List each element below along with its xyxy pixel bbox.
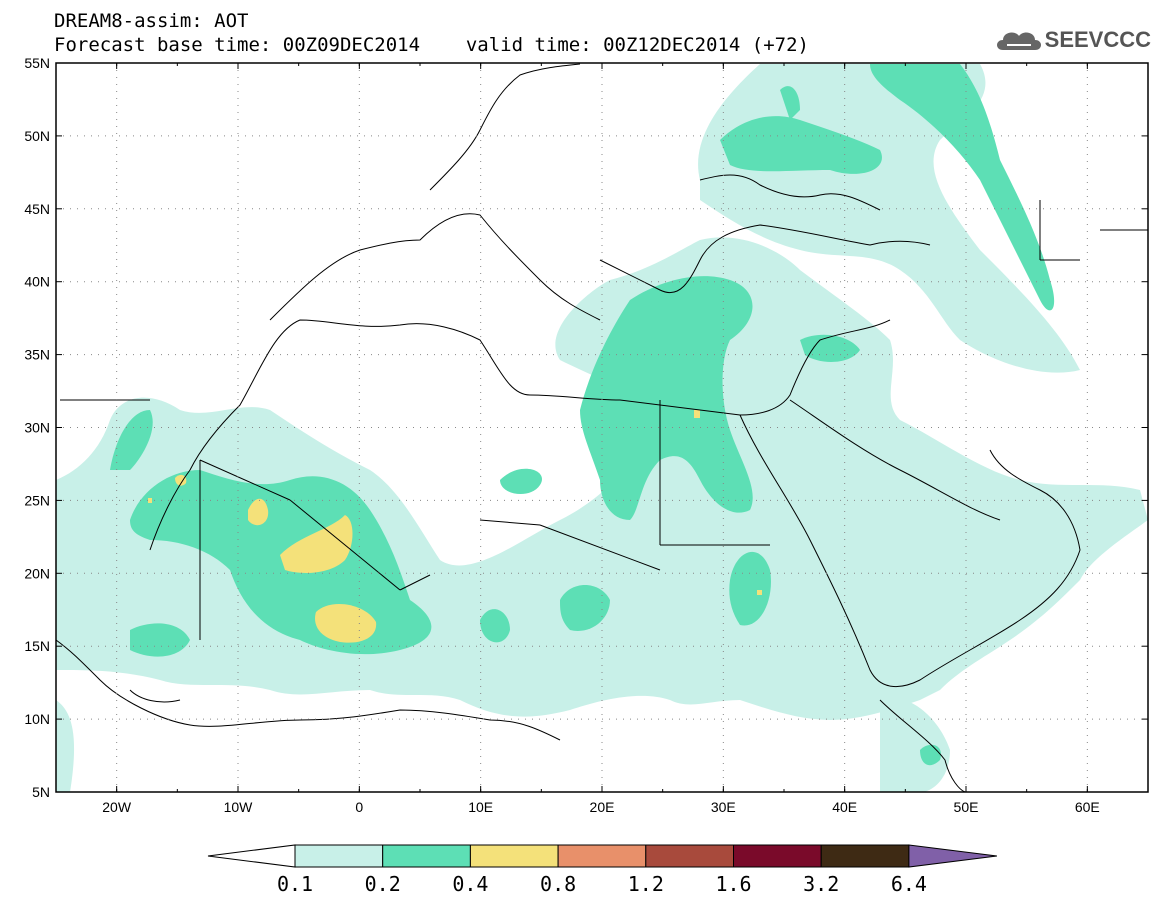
colorbar-box <box>469 844 559 868</box>
lon-label: 10W <box>224 799 254 815</box>
valid-time: valid time: 00Z12DEC2014 (+72) <box>465 34 809 56</box>
lon-label: 60E <box>1075 799 1100 815</box>
lat-label: 45N <box>24 201 50 217</box>
colorbar-box <box>820 844 910 868</box>
cloud-icon <box>996 32 1041 50</box>
lat-label: 40N <box>24 274 50 290</box>
lon-label: 10E <box>468 799 493 815</box>
lon-label: 0 <box>355 799 363 815</box>
colorbar-level-label: 0.8 <box>540 872 577 896</box>
lat-labels: 55N 50N 45N 40N 35N 30N 25N 20N 15N 10N 5N <box>24 55 50 800</box>
time-info: Forecast base time: 00Z09DEC2014 valid t… <box>54 34 809 56</box>
lat-label: 20N <box>24 565 50 581</box>
lat-label: 35N <box>24 347 50 363</box>
colorbar-level-label: 6.4 <box>890 872 927 896</box>
colorbar-box <box>382 844 471 868</box>
chart-title: DREAM8-assim: AOT <box>54 10 249 32</box>
lat-label: 15N <box>24 638 50 654</box>
colorbar-level-label: 0.4 <box>452 872 489 896</box>
lat-label: 25N <box>24 492 50 508</box>
aot-field <box>56 64 1148 792</box>
base-time: Forecast base time: 00Z09DEC2014 <box>54 34 421 56</box>
colorbar <box>207 844 997 868</box>
colorbar-under-arrow <box>207 844 296 868</box>
lon-label: 30E <box>711 799 736 815</box>
lat-label: 50N <box>24 128 50 144</box>
lat-label: 55N <box>24 55 50 71</box>
lon-label: 40E <box>832 799 857 815</box>
lat-label: 30N <box>24 420 50 436</box>
logo-text: SEEVCCC <box>1044 27 1151 52</box>
colorbar-box <box>645 844 734 868</box>
lat-label: 10N <box>24 711 50 727</box>
colorbar-level-label: 3.2 <box>803 872 840 896</box>
lon-label: 20E <box>590 799 615 815</box>
colorbar-box <box>557 844 647 868</box>
axis-ticks <box>55 62 1149 793</box>
colorbar-box <box>733 844 822 868</box>
colorbar-box <box>294 844 384 868</box>
seevccc-logo: SEEVCCC <box>993 26 1151 54</box>
colorbar-level-label: 0.2 <box>364 872 401 896</box>
lon-label: 50E <box>954 799 979 815</box>
lat-label: 5N <box>32 784 50 800</box>
gridlines <box>56 63 1148 792</box>
colorbar-level-label: 0.1 <box>276 872 314 896</box>
lon-label: 20W <box>102 799 132 815</box>
colorbar-level-label: 1.2 <box>627 872 664 896</box>
lon-labels: 20W 10W 0 10E 20E 30E 40E 50E 60E <box>102 799 1100 815</box>
colorbar-over-arrow <box>908 844 997 868</box>
coastlines <box>56 63 1148 792</box>
colorbar-level-label: 1.6 <box>715 872 752 896</box>
